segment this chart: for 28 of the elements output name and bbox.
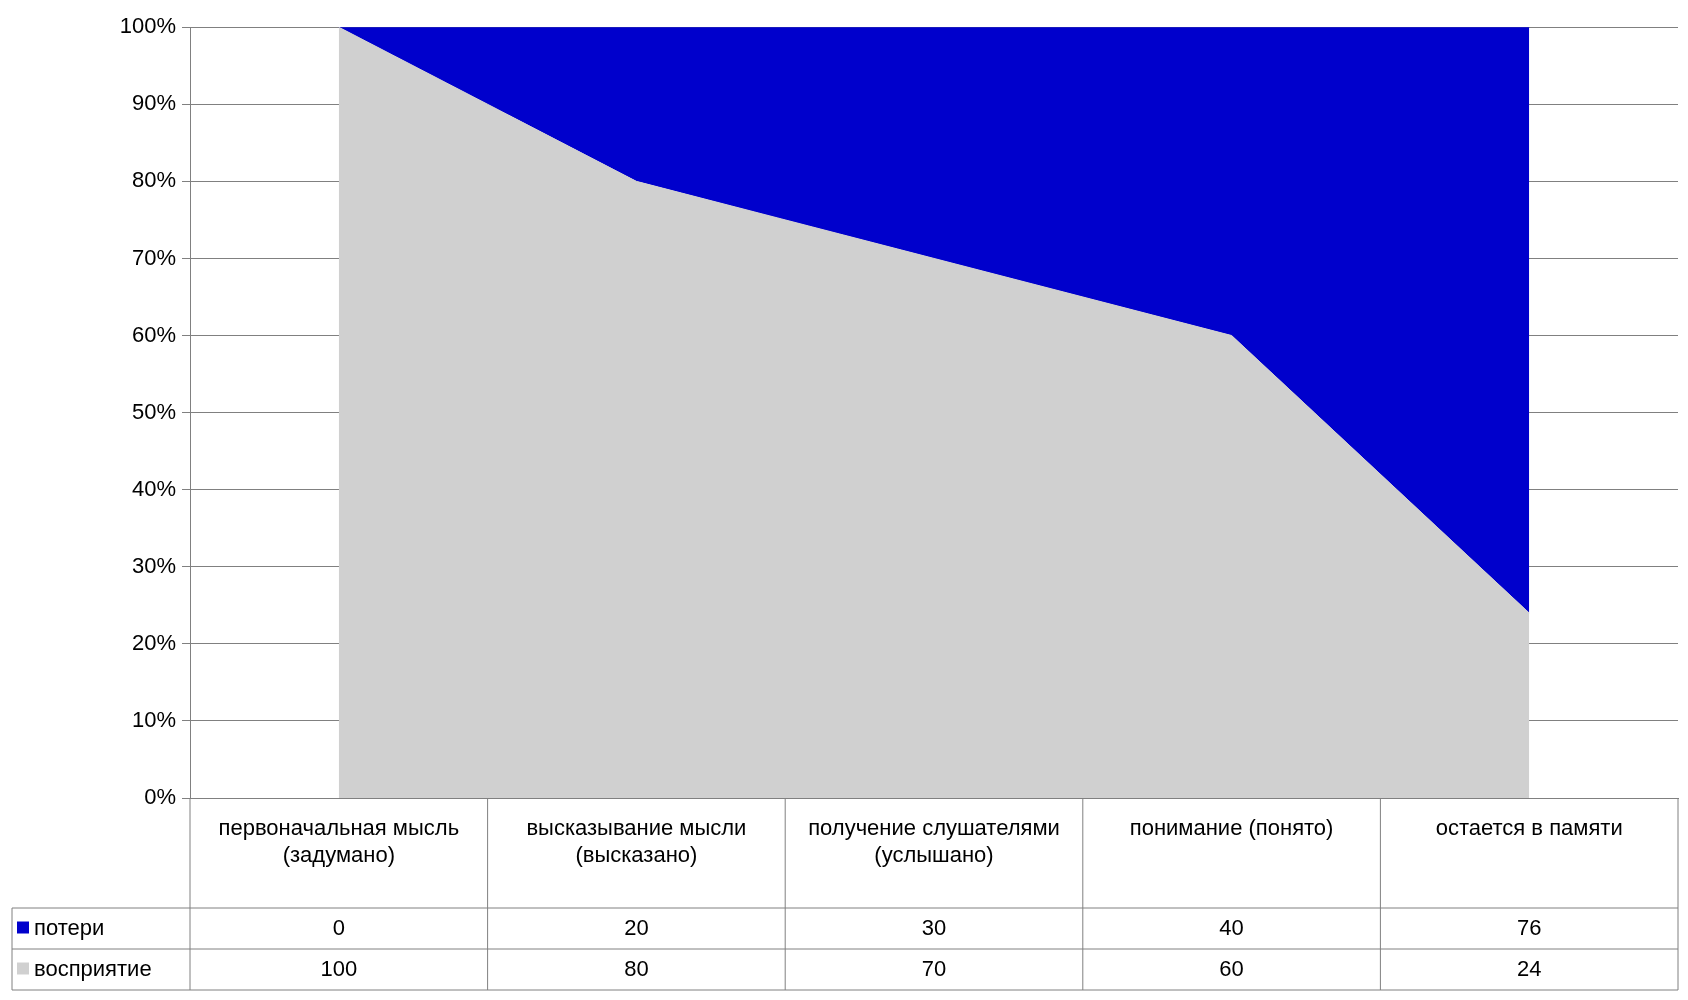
legend-label: потери — [34, 914, 105, 940]
y-tick-label: 50% — [131, 398, 176, 424]
x-tick-label: получение слушателями (услышано) — [808, 815, 1060, 867]
data-label: 24 — [1516, 955, 1542, 981]
y-tick-label: 20% — [131, 629, 176, 655]
data-label: 76 — [1516, 914, 1542, 940]
x-tick-label: высказывание мысли (высказано) — [526, 815, 747, 867]
y-tick-label: 70% — [131, 244, 176, 270]
data-label: 40 — [1219, 914, 1244, 940]
x-tick-label: первоначальная мысль (задумано) — [218, 815, 460, 867]
y-tick-label: 60% — [131, 321, 176, 347]
y-tick-label: 0% — [144, 784, 176, 810]
data-label: 100 — [320, 955, 358, 981]
y-tick-label: 100% — [119, 13, 176, 39]
y-tick-label: 40% — [131, 475, 176, 501]
data-label: 30 — [921, 914, 947, 940]
x-tick-label: остается в памяти — [1435, 815, 1623, 841]
y-tick-label: 80% — [131, 167, 176, 193]
data-label: 20 — [624, 914, 649, 940]
data-label: 60 — [1219, 955, 1244, 981]
legend-label: восприятие — [34, 955, 152, 981]
x-tick-label: понимание (понято) — [1129, 815, 1334, 841]
y-tick-label: 10% — [131, 706, 176, 732]
data-label: 70 — [921, 955, 947, 981]
y-tick-label: 90% — [131, 90, 176, 116]
data-label: 0 — [332, 914, 345, 940]
data-label: 80 — [624, 955, 649, 981]
y-tick-label: 30% — [131, 552, 176, 578]
